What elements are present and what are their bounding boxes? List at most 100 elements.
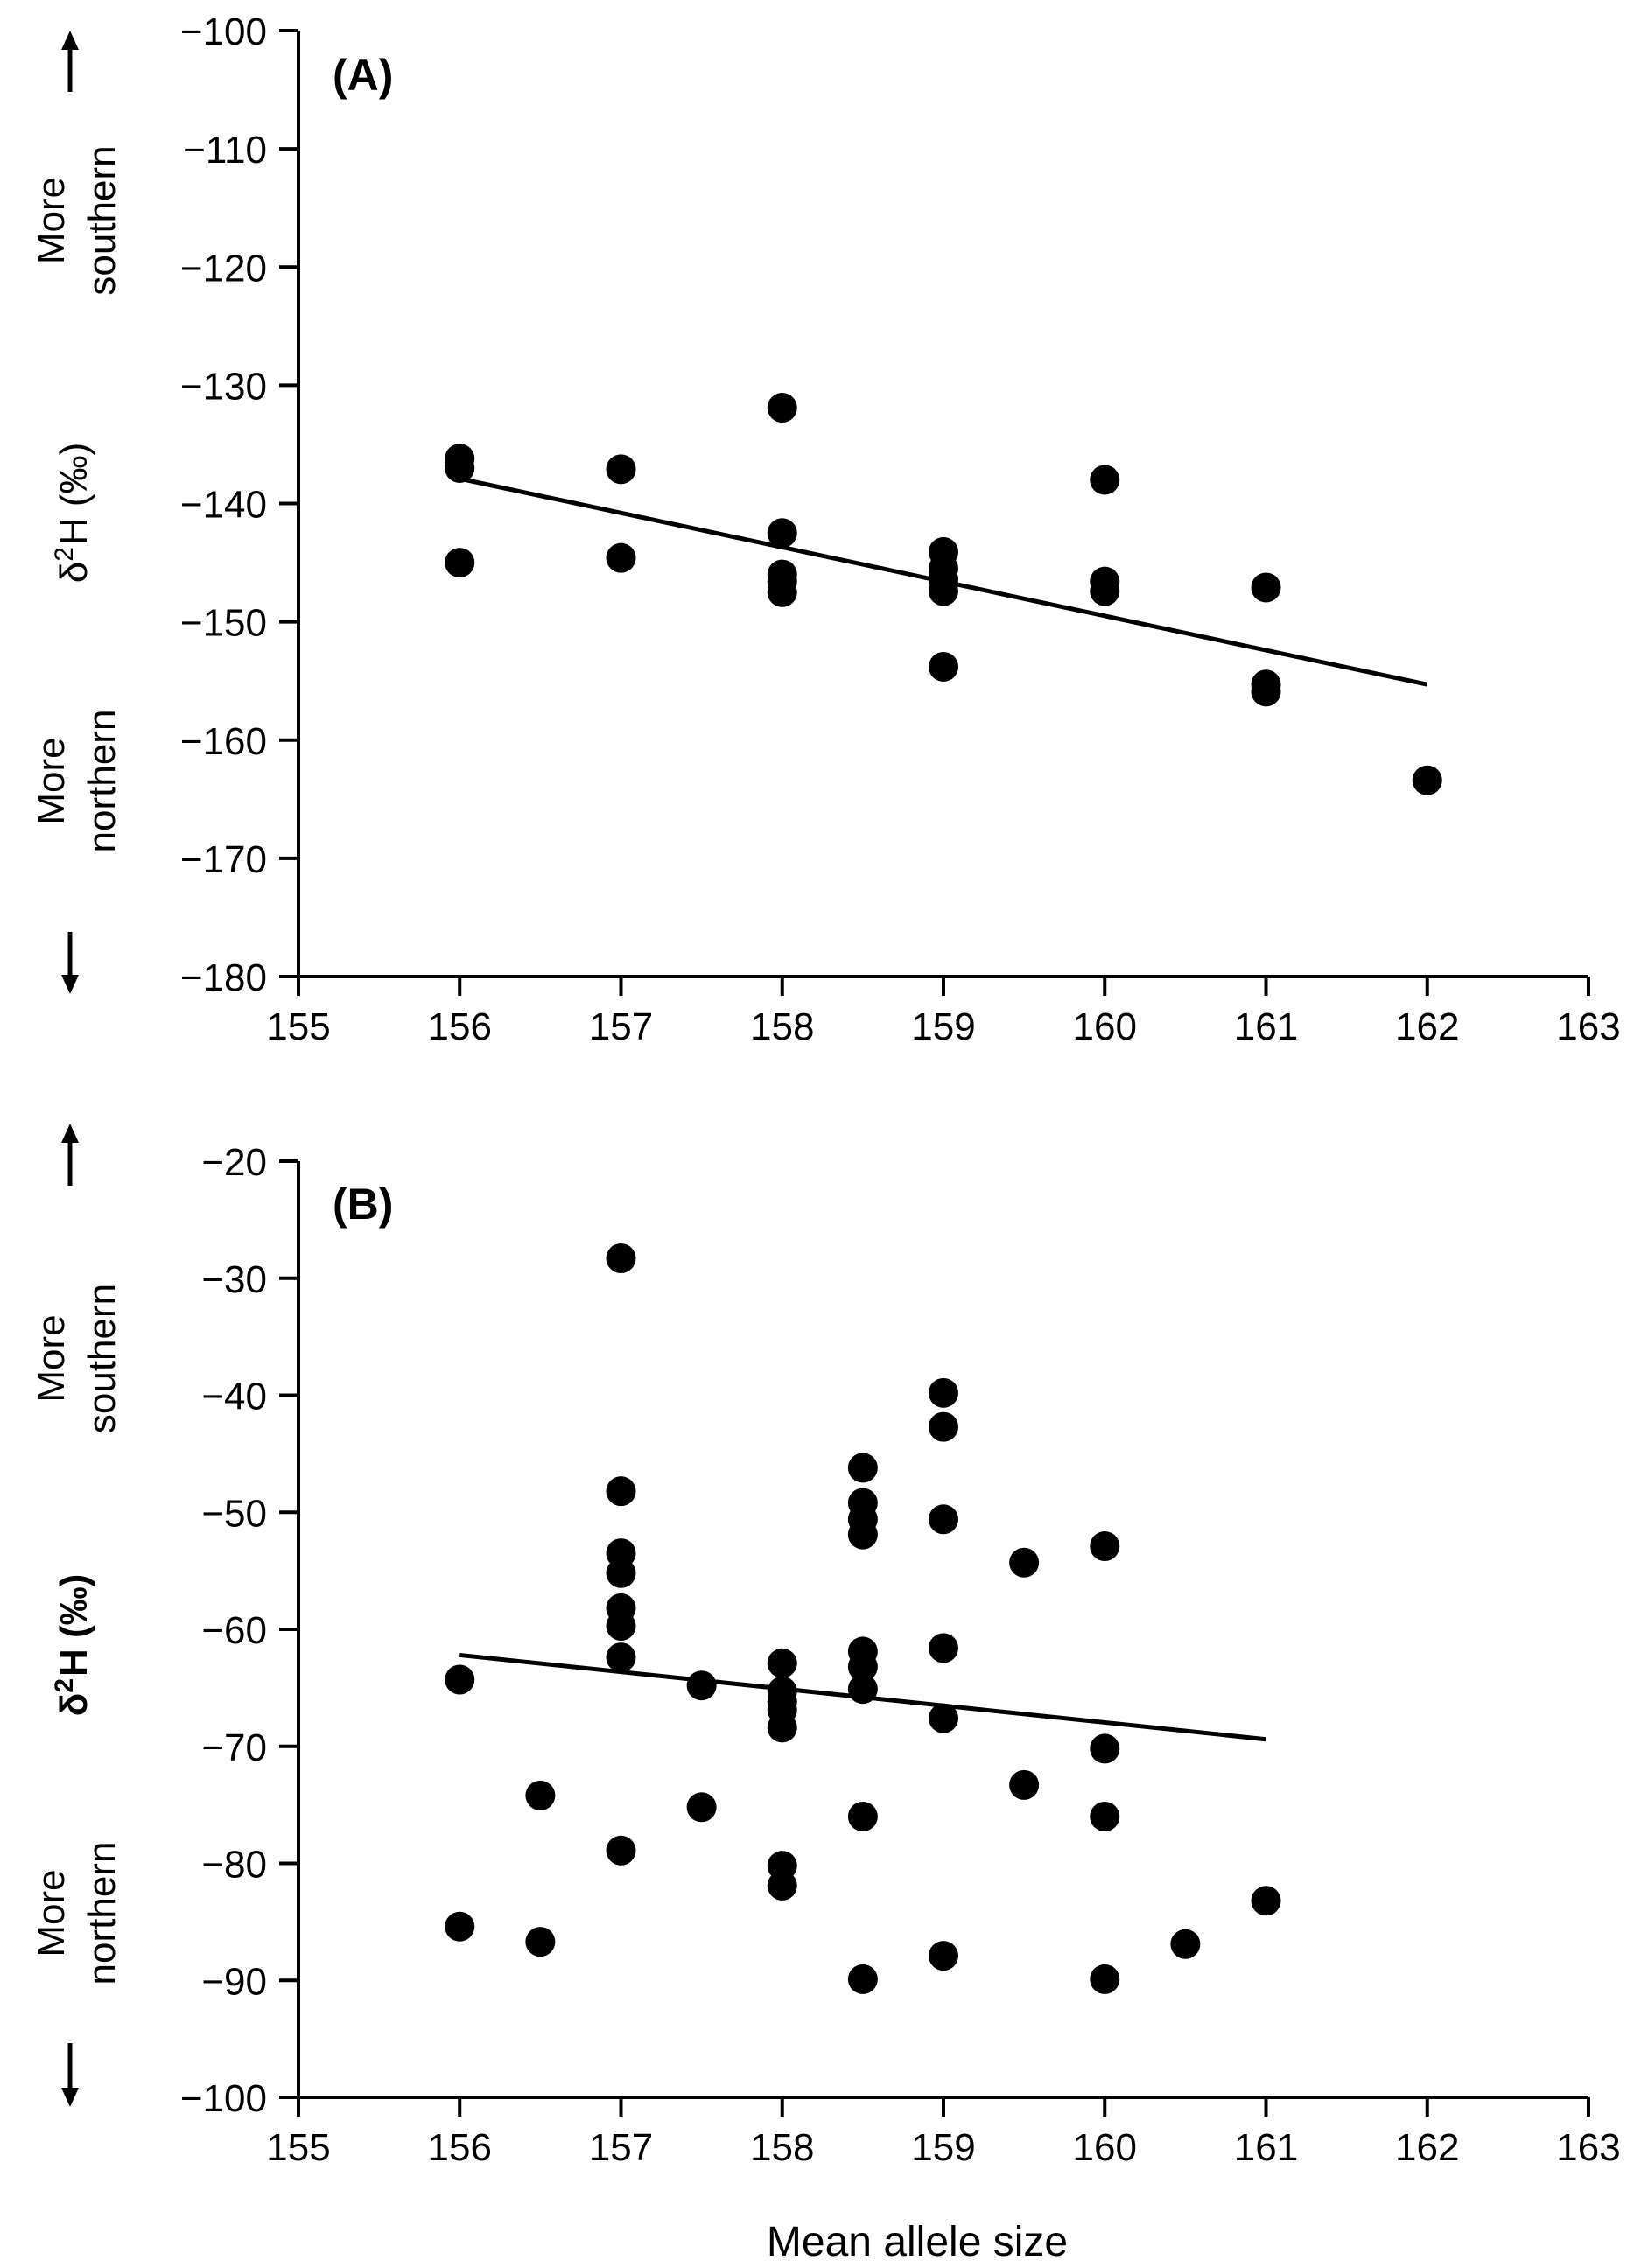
data-point: [445, 1664, 475, 1695]
x-tick-label: 159: [911, 2126, 975, 2169]
data-point: [1009, 1547, 1040, 1578]
data-point: [606, 1476, 636, 1507]
data-point: [767, 1870, 797, 1900]
data-point: [929, 1377, 958, 1408]
data-point: [929, 1941, 958, 1971]
x-tick-label: 158: [750, 2126, 814, 2169]
direction-label-southern: southern: [81, 145, 123, 295]
y-tick-label: −150: [180, 602, 267, 645]
x-tick-label: 156: [428, 2126, 492, 2169]
y-tick-label: −120: [180, 247, 267, 290]
data-point: [767, 1648, 797, 1678]
y-tick-label: −40: [201, 1376, 267, 1418]
y-tick-label: −20: [201, 1141, 267, 1184]
data-point: [445, 548, 475, 578]
data-point: [1251, 676, 1281, 707]
data-point: [1251, 1886, 1281, 1916]
y-tick-label: −140: [180, 484, 267, 527]
x-tick-label: 162: [1395, 2126, 1459, 2169]
x-tick-label: 155: [266, 1005, 330, 1048]
arrow-down-head-icon: [61, 2088, 79, 2107]
data-point: [929, 1703, 958, 1733]
y-tick-label: −60: [201, 1609, 267, 1652]
y-tick-label: −70: [201, 1726, 267, 1769]
x-tick-label: 163: [1556, 1005, 1620, 1048]
y-tick-label: −110: [183, 129, 267, 172]
data-point: [686, 1670, 717, 1701]
data-point: [606, 1558, 636, 1588]
x-axis-label: Mean allele size: [767, 2219, 1068, 2265]
x-tick-label: 157: [589, 1005, 653, 1048]
direction-label-southern: southern: [81, 1284, 123, 1433]
y-tick-label: −180: [180, 956, 267, 999]
direction-label-northern: More: [30, 737, 73, 824]
data-point: [1090, 465, 1120, 495]
panel-label: (A): [333, 51, 393, 100]
x-tick-label: 157: [589, 2126, 653, 2169]
data-point: [606, 454, 636, 485]
data-point: [1090, 1802, 1120, 1831]
y-axis-label-delta: δ: [53, 1693, 95, 1717]
y-tick-label: −100: [180, 2077, 267, 2120]
direction-label-northern: northern: [81, 1842, 123, 1985]
y-tick-label: −160: [180, 720, 267, 763]
data-point: [929, 1504, 958, 1535]
direction-label-southern: More: [30, 1314, 73, 1402]
y-tick-label: −130: [180, 365, 267, 408]
y-tick-label: −170: [180, 838, 267, 881]
panel-label: (B): [333, 1180, 393, 1228]
x-tick-label: 156: [428, 1005, 492, 1048]
x-tick-label: 159: [911, 1005, 975, 1048]
y-axis-label: δ2 H (‰): [50, 443, 96, 584]
data-point: [929, 1633, 958, 1663]
data-point: [767, 577, 797, 607]
data-point: [847, 1651, 878, 1682]
data-point: [606, 1610, 636, 1641]
x-tick-label: 162: [1395, 1005, 1459, 1048]
y-axis-label-delta: δ: [53, 562, 95, 584]
data-point: [767, 393, 797, 424]
arrow-up-head-icon: [61, 1124, 79, 1143]
direction-label-northern: More: [30, 1869, 73, 1956]
x-tick-label: 160: [1073, 2126, 1137, 2169]
arrow-up-head-icon: [61, 31, 79, 50]
x-tick-label: 155: [266, 2126, 330, 2169]
data-point: [525, 1780, 556, 1810]
panel-a: −180 −170 −160 −150 −140 −130 −120 −110 −100 155 1…: [30, 10, 1621, 1048]
data-point: [525, 1927, 556, 1957]
data-point: [847, 1674, 878, 1704]
data-point: [1009, 1769, 1040, 1800]
y-axis-label-rest: H (‰): [53, 1574, 95, 1676]
data-point: [767, 518, 797, 549]
x-tick-label: 161: [1234, 2126, 1298, 2169]
direction-label-southern: More: [30, 177, 73, 264]
arrow-down-head-icon: [61, 975, 79, 994]
y-axis-label-rest: H (‰): [53, 443, 95, 545]
data-point: [445, 1911, 475, 1942]
data-point: [445, 452, 475, 483]
data-point: [929, 651, 958, 682]
data-point: [1090, 1531, 1120, 1562]
data-point: [606, 542, 636, 573]
data-point: [929, 1411, 958, 1442]
data-point: [1251, 572, 1281, 603]
y-axis-label-superscript: 2: [50, 1678, 79, 1693]
panel-b: −100 −90 −80 −70 −60 −50 −40 −30 −20 155 156 157 158…: [30, 1124, 1621, 2265]
data-point: [1090, 1733, 1120, 1764]
data-point: [606, 1835, 636, 1866]
data-point: [686, 1792, 717, 1823]
data-point: [847, 1519, 878, 1550]
data-point: [1412, 765, 1442, 795]
x-tick-label: 158: [750, 1005, 814, 1048]
data-point: [1090, 1964, 1120, 1994]
y-tick-label: −80: [201, 1844, 267, 1886]
x-tick-label: 163: [1556, 2126, 1620, 2169]
data-point: [847, 1964, 878, 1994]
direction-label-northern: northern: [81, 710, 123, 853]
data-point: [847, 1452, 878, 1483]
y-tick-label: −50: [201, 1492, 267, 1535]
data-point: [929, 576, 958, 606]
y-axis-label: δ2 H (‰): [50, 1574, 96, 1717]
data-point: [847, 1802, 878, 1831]
data-point: [1090, 576, 1120, 606]
